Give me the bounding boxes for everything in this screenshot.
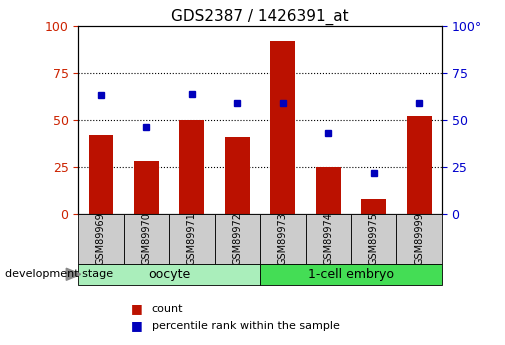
Text: GSM89974: GSM89974 [323,213,333,265]
Bar [306,214,351,264]
Bar [215,214,260,264]
Bar [179,120,205,214]
Bar [124,214,169,264]
Bar [316,167,341,214]
Bar [78,214,124,264]
Text: GSM89970: GSM89970 [141,213,152,265]
Bar [270,41,295,214]
Text: development stage: development stage [5,269,113,279]
Text: GSM89972: GSM89972 [232,213,242,265]
Text: ■: ■ [130,302,142,315]
Text: GSM89975: GSM89975 [369,213,379,265]
Bar [396,214,442,264]
Polygon shape [66,268,81,280]
Text: GSM89971: GSM89971 [187,213,197,265]
Text: GSM89969: GSM89969 [96,213,106,265]
Text: ■: ■ [130,319,142,333]
Bar [351,214,396,264]
Bar [78,264,260,285]
Text: oocyte: oocyte [148,268,190,281]
Title: GDS2387 / 1426391_at: GDS2387 / 1426391_at [171,8,349,24]
Text: 1-cell embryo: 1-cell embryo [308,268,394,281]
Text: GSM89973: GSM89973 [278,213,288,265]
Bar [134,161,159,214]
Text: percentile rank within the sample: percentile rank within the sample [152,321,339,331]
Bar [260,214,306,264]
Bar [88,135,114,214]
Bar [260,264,442,285]
Bar [407,116,432,214]
Text: GSM89999: GSM89999 [414,213,424,265]
Bar [169,214,215,264]
Bar [225,137,250,214]
Bar [361,199,386,214]
Text: count: count [152,304,183,314]
